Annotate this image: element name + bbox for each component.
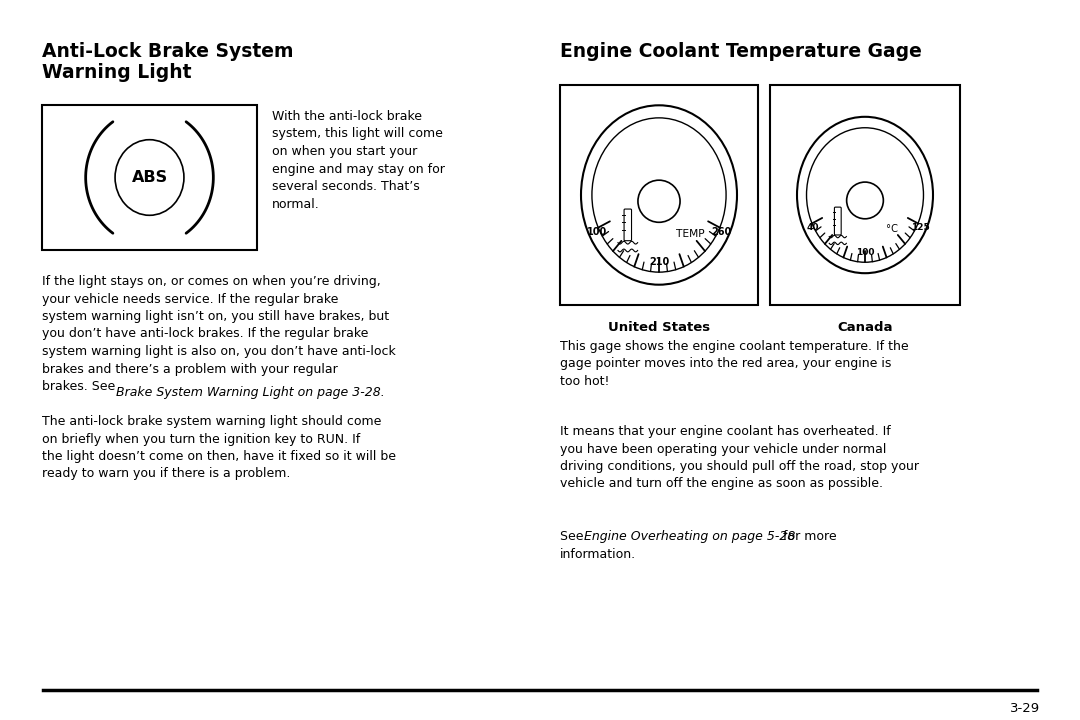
Bar xyxy=(770,85,960,305)
Text: 210: 210 xyxy=(649,256,670,266)
Text: United States: United States xyxy=(608,321,710,334)
Text: 260: 260 xyxy=(712,227,731,237)
Text: °C: °C xyxy=(887,224,899,234)
Text: 3-29: 3-29 xyxy=(1010,701,1040,714)
Text: 40: 40 xyxy=(807,222,820,232)
Text: Anti-Lock Brake System: Anti-Lock Brake System xyxy=(42,42,294,61)
Text: It means that your engine coolant has overheated. If
you have been operating you: It means that your engine coolant has ov… xyxy=(561,425,919,490)
Text: TEMP: TEMP xyxy=(676,229,704,239)
Text: Canada: Canada xyxy=(837,321,893,334)
Text: for more: for more xyxy=(779,530,837,543)
Text: With the anti-lock brake
system, this light will come
on when you start your
eng: With the anti-lock brake system, this li… xyxy=(272,110,445,210)
Text: Brake System Warning Light on page 3-28.: Brake System Warning Light on page 3-28. xyxy=(116,386,384,399)
Text: 100: 100 xyxy=(855,248,874,257)
Text: 100: 100 xyxy=(586,227,607,237)
Bar xyxy=(561,85,758,305)
Text: This gage shows the engine coolant temperature. If the
gage pointer moves into t: This gage shows the engine coolant tempe… xyxy=(561,340,908,388)
Text: Engine Overheating on page 5-28: Engine Overheating on page 5-28 xyxy=(584,530,795,543)
Text: If the light stays on, or comes on when you’re driving,
your vehicle needs servi: If the light stays on, or comes on when … xyxy=(42,275,395,393)
Text: information.: information. xyxy=(561,548,636,561)
Bar xyxy=(42,105,257,250)
Text: See: See xyxy=(561,530,588,543)
Text: Warning Light: Warning Light xyxy=(42,63,191,82)
Text: ABS: ABS xyxy=(132,170,167,185)
Text: Engine Coolant Temperature Gage: Engine Coolant Temperature Gage xyxy=(561,42,922,61)
Text: 125: 125 xyxy=(910,222,929,232)
Text: The anti-lock brake system warning light should come
on briefly when you turn th: The anti-lock brake system warning light… xyxy=(42,415,396,480)
